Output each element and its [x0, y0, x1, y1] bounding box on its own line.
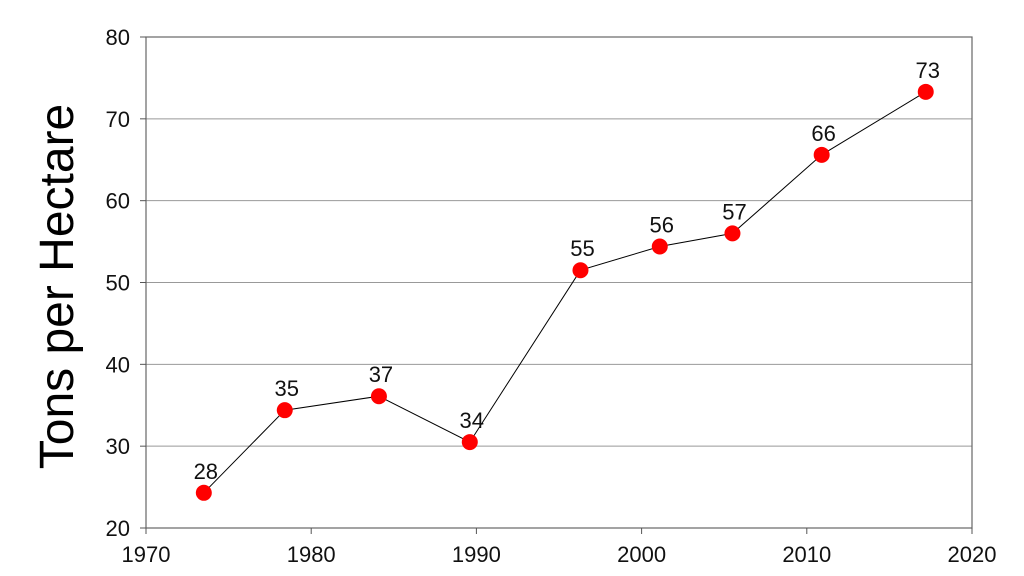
- data-label: 73: [916, 58, 940, 83]
- data-label: 57: [722, 199, 746, 224]
- y-axis-label: Tons per Hectare: [31, 104, 84, 470]
- x-tick-label: 1980: [287, 542, 336, 567]
- data-point: [813, 146, 830, 163]
- y-tick-label: 60: [106, 189, 130, 214]
- y-tick-label: 70: [106, 107, 130, 132]
- axes: 20 30 40 50 60 70 80 1970 1980 1990 2000 2010 2020: [106, 25, 997, 567]
- data-point: [370, 388, 387, 405]
- data-label: 55: [570, 236, 594, 261]
- y-tick-label: 30: [106, 434, 130, 459]
- data-label: 66: [811, 121, 835, 146]
- data-label: 28: [194, 459, 218, 484]
- x-tick-label: 2020: [948, 542, 997, 567]
- y-tick-label: 50: [106, 271, 130, 296]
- y-tick-label: 20: [106, 516, 130, 541]
- y-tick-label: 80: [106, 25, 130, 50]
- data-label: 37: [369, 362, 393, 387]
- data-label: 56: [650, 212, 674, 237]
- x-tick-label: 1990: [452, 542, 501, 567]
- x-tick-label: 2000: [617, 542, 666, 567]
- data-point: [651, 238, 668, 255]
- x-tick-label: 1970: [122, 542, 171, 567]
- data-point: [724, 225, 741, 242]
- data-point: [276, 402, 293, 419]
- data-label: 35: [275, 376, 299, 401]
- x-tick-label: 2010: [782, 542, 831, 567]
- y-tick-label: 40: [106, 352, 130, 377]
- data-point: [461, 434, 478, 451]
- gridlines: [146, 118, 972, 447]
- data-point: [917, 83, 934, 100]
- data-series: 28 35 37 34 55 56 57 66 73: [194, 58, 940, 501]
- data-point: [572, 262, 589, 279]
- data-label: 34: [460, 408, 484, 433]
- data-point: [195, 484, 212, 501]
